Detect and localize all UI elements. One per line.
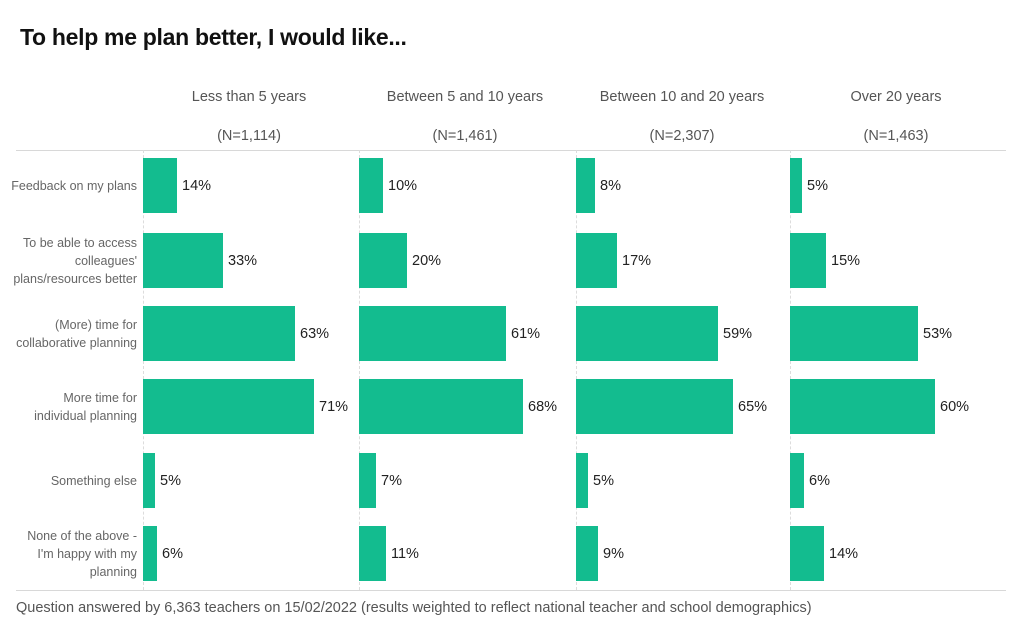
data-label: 68% xyxy=(528,398,558,415)
data-label: 60% xyxy=(940,398,970,415)
data-label: 6% xyxy=(162,545,183,562)
bar xyxy=(576,526,598,581)
data-label: 59% xyxy=(723,325,753,342)
bar xyxy=(143,306,295,361)
bar xyxy=(576,453,588,508)
bar xyxy=(576,233,617,288)
data-label: 9% xyxy=(603,545,624,562)
bar xyxy=(359,158,383,213)
data-label: 11% xyxy=(391,545,419,562)
bar xyxy=(576,379,733,434)
bar xyxy=(143,379,314,434)
panel-axis-line xyxy=(359,150,360,590)
data-label: 17% xyxy=(622,252,652,269)
bar xyxy=(790,306,918,361)
bar xyxy=(576,158,595,213)
bar xyxy=(359,526,386,581)
category-label: To be able to access colleagues' plans/r… xyxy=(13,235,137,286)
bar xyxy=(790,233,826,288)
bar xyxy=(359,379,523,434)
data-label: 71% xyxy=(319,398,349,415)
data-label: 6% xyxy=(809,472,830,489)
data-label: 33% xyxy=(228,252,258,269)
data-label: 5% xyxy=(807,177,828,194)
bottom-rule xyxy=(16,590,1006,591)
series-n-label: (N=2,307) xyxy=(649,128,715,144)
category-label: More time for individual planning xyxy=(34,390,137,423)
data-label: 7% xyxy=(381,472,402,489)
bar xyxy=(143,158,177,213)
panel-axis-line xyxy=(576,150,577,590)
series-n-label: (N=1,114) xyxy=(217,128,281,144)
chart-title: To help me plan better, I would like... xyxy=(20,24,407,50)
bar xyxy=(790,526,824,581)
category-label: Feedback on my plans xyxy=(11,178,137,193)
category-label: (More) time for collaborative planning xyxy=(16,317,137,350)
category-label: Something else xyxy=(50,473,137,488)
bar xyxy=(143,526,157,581)
bar xyxy=(359,453,376,508)
data-label: 65% xyxy=(738,398,768,415)
series-n-label: (N=1,463) xyxy=(863,128,929,144)
bar xyxy=(143,453,155,508)
series-header: Between 5 and 10 years xyxy=(386,89,544,105)
data-label: 63% xyxy=(300,325,330,342)
bar xyxy=(790,379,935,434)
bar xyxy=(790,158,802,213)
data-label: 8% xyxy=(600,177,621,194)
bar xyxy=(359,306,506,361)
bar xyxy=(143,233,223,288)
data-label: 20% xyxy=(412,252,442,269)
data-label: 15% xyxy=(831,252,861,269)
series-n-label: (N=1,461) xyxy=(432,128,498,144)
category-label: None of the above - I'm happy with my pl… xyxy=(27,528,137,579)
panel-axis-line xyxy=(143,150,144,590)
footnote: Question answered by 6,363 teachers on 1… xyxy=(16,600,812,616)
bar xyxy=(790,453,804,508)
top-rule xyxy=(16,150,1006,151)
data-label: 53% xyxy=(923,325,953,342)
panel-axis-line xyxy=(790,150,791,590)
series-header: Over 20 years xyxy=(850,89,942,105)
data-label: 10% xyxy=(388,177,418,194)
data-label: 5% xyxy=(593,472,614,489)
data-label: 5% xyxy=(160,472,181,489)
series-header: Less than 5 years xyxy=(191,89,307,105)
data-label: 61% xyxy=(511,325,541,342)
bar xyxy=(576,306,718,361)
bar xyxy=(359,233,407,288)
series-header: Between 10 and 20 years xyxy=(599,89,765,105)
data-label: 14% xyxy=(182,177,212,194)
data-label: 14% xyxy=(829,545,859,562)
